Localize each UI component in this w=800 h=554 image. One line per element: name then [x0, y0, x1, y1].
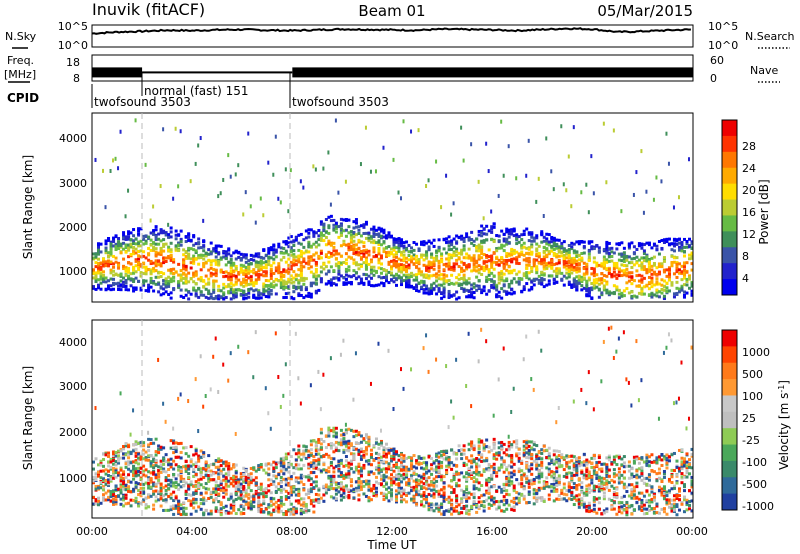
xtick-0400: 04:00	[176, 525, 208, 538]
time-axis: 00:00 04:00 08:00 12:00 16:00 20:00 00:0…	[76, 525, 708, 552]
noise-tick-top-right: 10^5	[708, 20, 738, 33]
power-ytick-4000: 4000	[59, 132, 87, 145]
colorbar-swatch	[722, 379, 737, 396]
cpid-segment-1: twofsound 3503	[94, 95, 191, 109]
vel-cbar-tick-m100: -100	[742, 456, 767, 469]
power-cbar-tick-4: 4	[742, 272, 749, 285]
station-title: Inuvik (fitACF)	[92, 0, 205, 19]
vel-cbar-tick-100: 100	[742, 390, 763, 403]
freq-tick-left-top: 18	[66, 56, 80, 69]
xtick-0800: 08:00	[276, 525, 308, 538]
velocity-panel: Slant Range [km] 1000 2000 3000 4000 Vel…	[21, 319, 792, 519]
freq-label: Freq.	[7, 54, 34, 67]
velocity-ylabel: Slant Range [km]	[21, 366, 35, 470]
vel-cbar-tick-m1000: -1000	[742, 500, 774, 513]
velocity-ytick-1000: 1000	[59, 472, 87, 485]
freq-unit-label: [MHz]	[4, 68, 36, 81]
frequency-panel: Freq. [MHz] 18 8 60 0 Nave	[4, 54, 780, 85]
power-panel: Slant Range [km] 1000 2000 3000 4000 Pow…	[21, 112, 771, 303]
noise-tick-bottom-left: 10^0	[58, 39, 88, 52]
colorbar-swatch	[722, 263, 737, 280]
frequency-band-twofsound-2	[292, 67, 693, 78]
colorbar-swatch	[722, 477, 737, 495]
frequency-band-twofsound-1	[92, 67, 143, 78]
velocity-ytick-2000: 2000	[59, 426, 87, 439]
velocity-ytick-4000: 4000	[59, 336, 87, 349]
power-colorbar	[721, 119, 738, 296]
power-cbar-tick-28: 28	[742, 140, 756, 153]
power-heatmap-cells	[92, 118, 694, 301]
colorbar-swatch	[722, 120, 737, 137]
beam-title: Beam 01	[358, 2, 425, 20]
power-cbar-tick-8: 8	[742, 250, 749, 263]
nsky-label: N.Sky	[5, 30, 37, 43]
nave-label: Nave	[750, 64, 778, 77]
power-cbar-tick-16: 16	[742, 206, 756, 219]
colorbar-swatch	[722, 411, 737, 429]
colorbar-swatch	[722, 215, 737, 232]
noise-tick-top-left: 10^5	[58, 20, 88, 33]
power-colorbar-label: Power [dB]	[757, 179, 771, 244]
colorbar-swatch	[722, 247, 737, 264]
colorbar-swatch	[722, 199, 737, 216]
cpid-segment-2: normal (fast) 151	[144, 84, 248, 98]
freq-tick-right-bottom: 0	[710, 72, 717, 85]
xtick-1600: 16:00	[476, 525, 508, 538]
cpid-segment-3: twofsound 3503	[292, 95, 389, 109]
xtick-2400: 00:00	[676, 525, 708, 538]
xtick-1200: 12:00	[376, 525, 408, 538]
freq-tick-left-bottom: 8	[73, 72, 80, 85]
vel-cbar-tick-m500: -500	[742, 478, 767, 491]
colorbar-swatch	[722, 231, 737, 248]
vel-cbar-tick-25: 25	[742, 412, 756, 425]
x-axis-label: Time UT	[366, 538, 417, 552]
colorbar-swatch	[722, 330, 737, 347]
colorbar-swatch	[722, 346, 737, 364]
colorbar-swatch	[722, 395, 737, 413]
colorbar-swatch	[722, 167, 737, 185]
noise-panel: N.Sky 10^5 10^0 10^5 10^0 N.Search	[5, 20, 795, 52]
power-ytick-1000: 1000	[59, 265, 87, 278]
colorbar-swatch	[722, 460, 737, 478]
xtick-2000: 20:00	[576, 525, 608, 538]
colorbar-swatch	[722, 279, 737, 296]
colorbar-swatch	[722, 444, 737, 462]
noise-tick-bottom-right: 10^0	[708, 39, 738, 52]
velocity-colorbar-label: Velocity [m s-1]	[777, 380, 792, 470]
power-ylabel: Slant Range [km]	[21, 155, 35, 259]
colorbar-swatch	[722, 183, 737, 201]
colorbar-swatch	[722, 151, 737, 169]
vel-cbar-tick-500: 500	[742, 368, 763, 381]
power-ytick-3000: 3000	[59, 177, 87, 190]
velocity-colorbar	[721, 329, 738, 511]
velocity-ytick-3000: 3000	[59, 380, 87, 393]
power-ytick-2000: 2000	[59, 221, 87, 234]
colorbar-swatch	[722, 362, 737, 380]
colorbar-swatch	[722, 135, 737, 153]
nsearch-label: N.Search	[745, 30, 795, 43]
power-cbar-tick-12: 12	[742, 228, 756, 241]
colorbar-swatch	[722, 493, 737, 511]
power-cbar-tick-24: 24	[742, 162, 756, 175]
xtick-0000: 00:00	[76, 525, 108, 538]
cpid-row: CPID twofsound 3503 normal (fast) 151 tw…	[7, 71, 389, 109]
freq-tick-right-top: 60	[710, 54, 724, 67]
velocity-heatmap-cells	[92, 325, 694, 517]
power-cbar-tick-20: 20	[742, 184, 756, 197]
noise-series-line	[91, 27, 691, 35]
vel-cbar-tick-m25: -25	[742, 434, 760, 447]
vel-cbar-tick-1000: 1000	[742, 346, 770, 359]
colorbar-swatch	[722, 428, 737, 446]
cpid-label: CPID	[7, 91, 39, 105]
date-title: 05/Mar/2015	[597, 2, 693, 20]
